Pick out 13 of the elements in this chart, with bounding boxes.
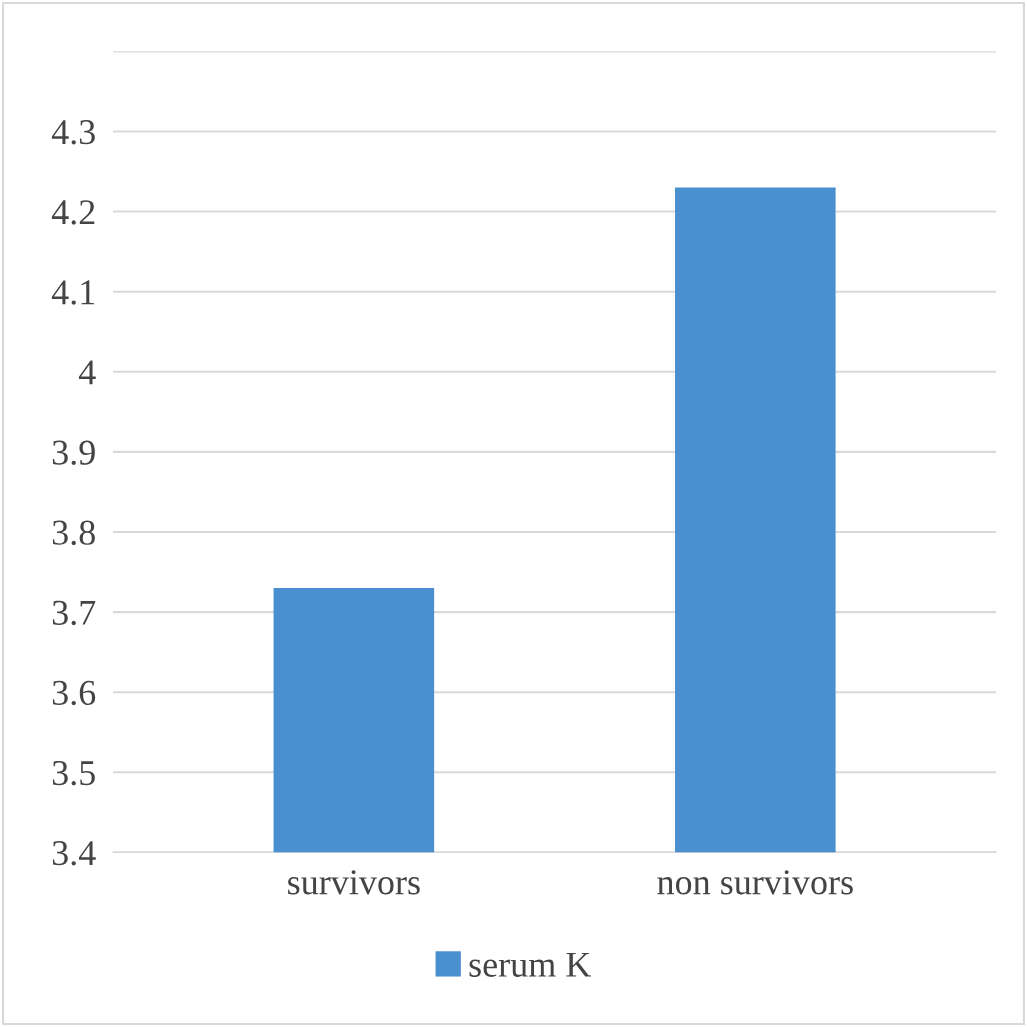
y-tick-label: 4.1 xyxy=(51,280,95,305)
y-tick-label: 3.4 xyxy=(52,841,96,866)
y-tick-label: 4.3 xyxy=(51,120,95,145)
y-tick-label: 4 xyxy=(78,360,96,385)
x-tick-label: survivors xyxy=(288,870,420,895)
x-tick-label: non survivors xyxy=(657,870,853,895)
y-tick-label: 3.5 xyxy=(52,760,95,786)
legend-label: serum K xyxy=(469,952,592,977)
y-tick-label: 4.2 xyxy=(51,200,95,225)
y-tick-label: 3.9 xyxy=(52,440,95,465)
y-tick-label: 3.8 xyxy=(52,520,95,546)
y-tick-label: 3.6 xyxy=(52,680,96,706)
y-tick-label: 3.7 xyxy=(52,600,96,626)
